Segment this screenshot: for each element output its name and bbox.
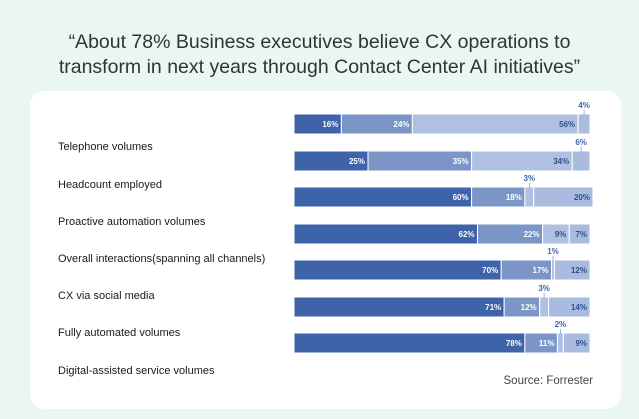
data-label-6-4: 14% — [571, 303, 587, 312]
data-label-1-4: 4% — [578, 101, 590, 110]
data-label-3-4: 20% — [574, 193, 590, 202]
data-label-6-1: 71% — [485, 303, 501, 312]
data-label-4-3: 9% — [555, 230, 567, 239]
bar-segment-1-3 — [411, 113, 579, 135]
data-label-5-3: 1% — [547, 247, 559, 256]
bar-segment-7-3 — [556, 332, 564, 354]
bar-segment-4-4 — [568, 223, 591, 245]
bar-segment-7-4 — [562, 332, 591, 354]
data-label-5-2: 17% — [533, 266, 549, 275]
data-label-2-2: 35% — [453, 157, 469, 166]
bar-segment-7-1 — [293, 332, 526, 354]
category-label-cx-via-social-media: CX via social media — [58, 290, 155, 302]
bar-segment-2-4 — [571, 150, 591, 172]
bar-segment-3-4 — [533, 186, 594, 208]
category-label-overall-interactions: Overall interactions(spanning all channe… — [58, 253, 266, 265]
category-label-headcount-employed: Headcount employed — [58, 179, 162, 191]
category-label-digital-assisted-service-volumes: Digital-assisted service volumes — [58, 365, 215, 377]
bar-segment-6-1 — [293, 296, 505, 318]
data-label-2-4: 6% — [575, 138, 587, 147]
data-label-3-1: 60% — [453, 193, 469, 202]
data-label-6-3: 3% — [538, 284, 550, 293]
data-label-3-3: 3% — [524, 174, 536, 183]
bar-segment-6-3 — [539, 296, 550, 318]
category-label-telephone-volumes: Telephone volumes — [58, 141, 153, 153]
data-label-1-1: 16% — [322, 120, 338, 129]
data-label-5-4: 12% — [571, 266, 587, 275]
bar-segment-3-3 — [524, 186, 535, 208]
bar-segment-5-4 — [553, 259, 591, 281]
data-label-7-3: 2% — [555, 320, 567, 329]
data-label-3-2: 18% — [506, 193, 522, 202]
data-label-4-4: 7% — [575, 230, 587, 239]
bar-segment-4-1 — [293, 223, 479, 245]
chart-title: “About 78% Business executives believe C… — [0, 30, 639, 80]
data-label-4-2: 22% — [524, 230, 540, 239]
data-label-2-1: 25% — [349, 157, 365, 166]
data-label-4-1: 62% — [459, 230, 475, 239]
chart-title-line-2: transform in next years through Contact … — [58, 56, 581, 78]
data-label-7-1: 78% — [506, 339, 522, 348]
category-label-proactive-automation-volumes: Proactive automation volumes — [58, 216, 206, 228]
data-label-1-2: 24% — [393, 120, 409, 129]
data-label-7-2: 11% — [539, 339, 555, 348]
data-label-7-4: 9% — [575, 339, 587, 348]
data-label-5-1: 70% — [482, 266, 498, 275]
category-label-fully-automated-volumes: Fully automated volumes — [58, 327, 181, 339]
bar-segment-6-4 — [548, 296, 591, 318]
source-note: Source: Forrester — [503, 375, 593, 387]
chart-title-line-1: “About 78% Business executives believe C… — [68, 31, 571, 53]
bar-segment-5-1 — [293, 259, 502, 281]
chart-card — [30, 91, 621, 409]
bar-segment-1-4 — [577, 113, 591, 135]
data-label-1-3: 56% — [559, 120, 575, 129]
data-label-6-2: 12% — [521, 303, 537, 312]
bar-segment-3-1 — [293, 186, 473, 208]
data-label-2-3: 34% — [553, 157, 569, 166]
